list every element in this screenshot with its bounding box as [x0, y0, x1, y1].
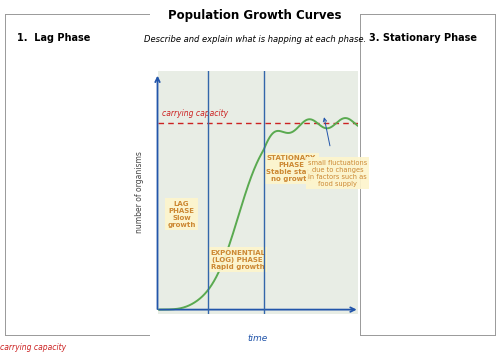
- Text: STATIONARY
PHASE
Stable state,
no growth: STATIONARY PHASE Stable state, no growth: [266, 155, 317, 182]
- Text: 1.  Lag Phase: 1. Lag Phase: [16, 34, 90, 43]
- Text: EXPONENTIAL
(LOG) PHASE
Rapid growth: EXPONENTIAL (LOG) PHASE Rapid growth: [210, 250, 265, 270]
- Text: LAG
PHASE
Slow
growth: LAG PHASE Slow growth: [168, 201, 196, 228]
- Text: time: time: [248, 334, 268, 343]
- Text: carrying capacity: carrying capacity: [162, 109, 228, 118]
- Text: Population Growth Curves: Population Growth Curves: [168, 9, 342, 22]
- Text: small fluctuations
due to changes
in factors such as
food supply: small fluctuations due to changes in fac…: [308, 160, 367, 186]
- Text: 3. Stationary Phase: 3. Stationary Phase: [370, 34, 478, 43]
- Text: number of organisms: number of organisms: [135, 151, 144, 233]
- Text: carrying capacity: carrying capacity: [0, 343, 66, 352]
- Text: Describe and explain what is happing at each phase.: Describe and explain what is happing at …: [144, 35, 366, 44]
